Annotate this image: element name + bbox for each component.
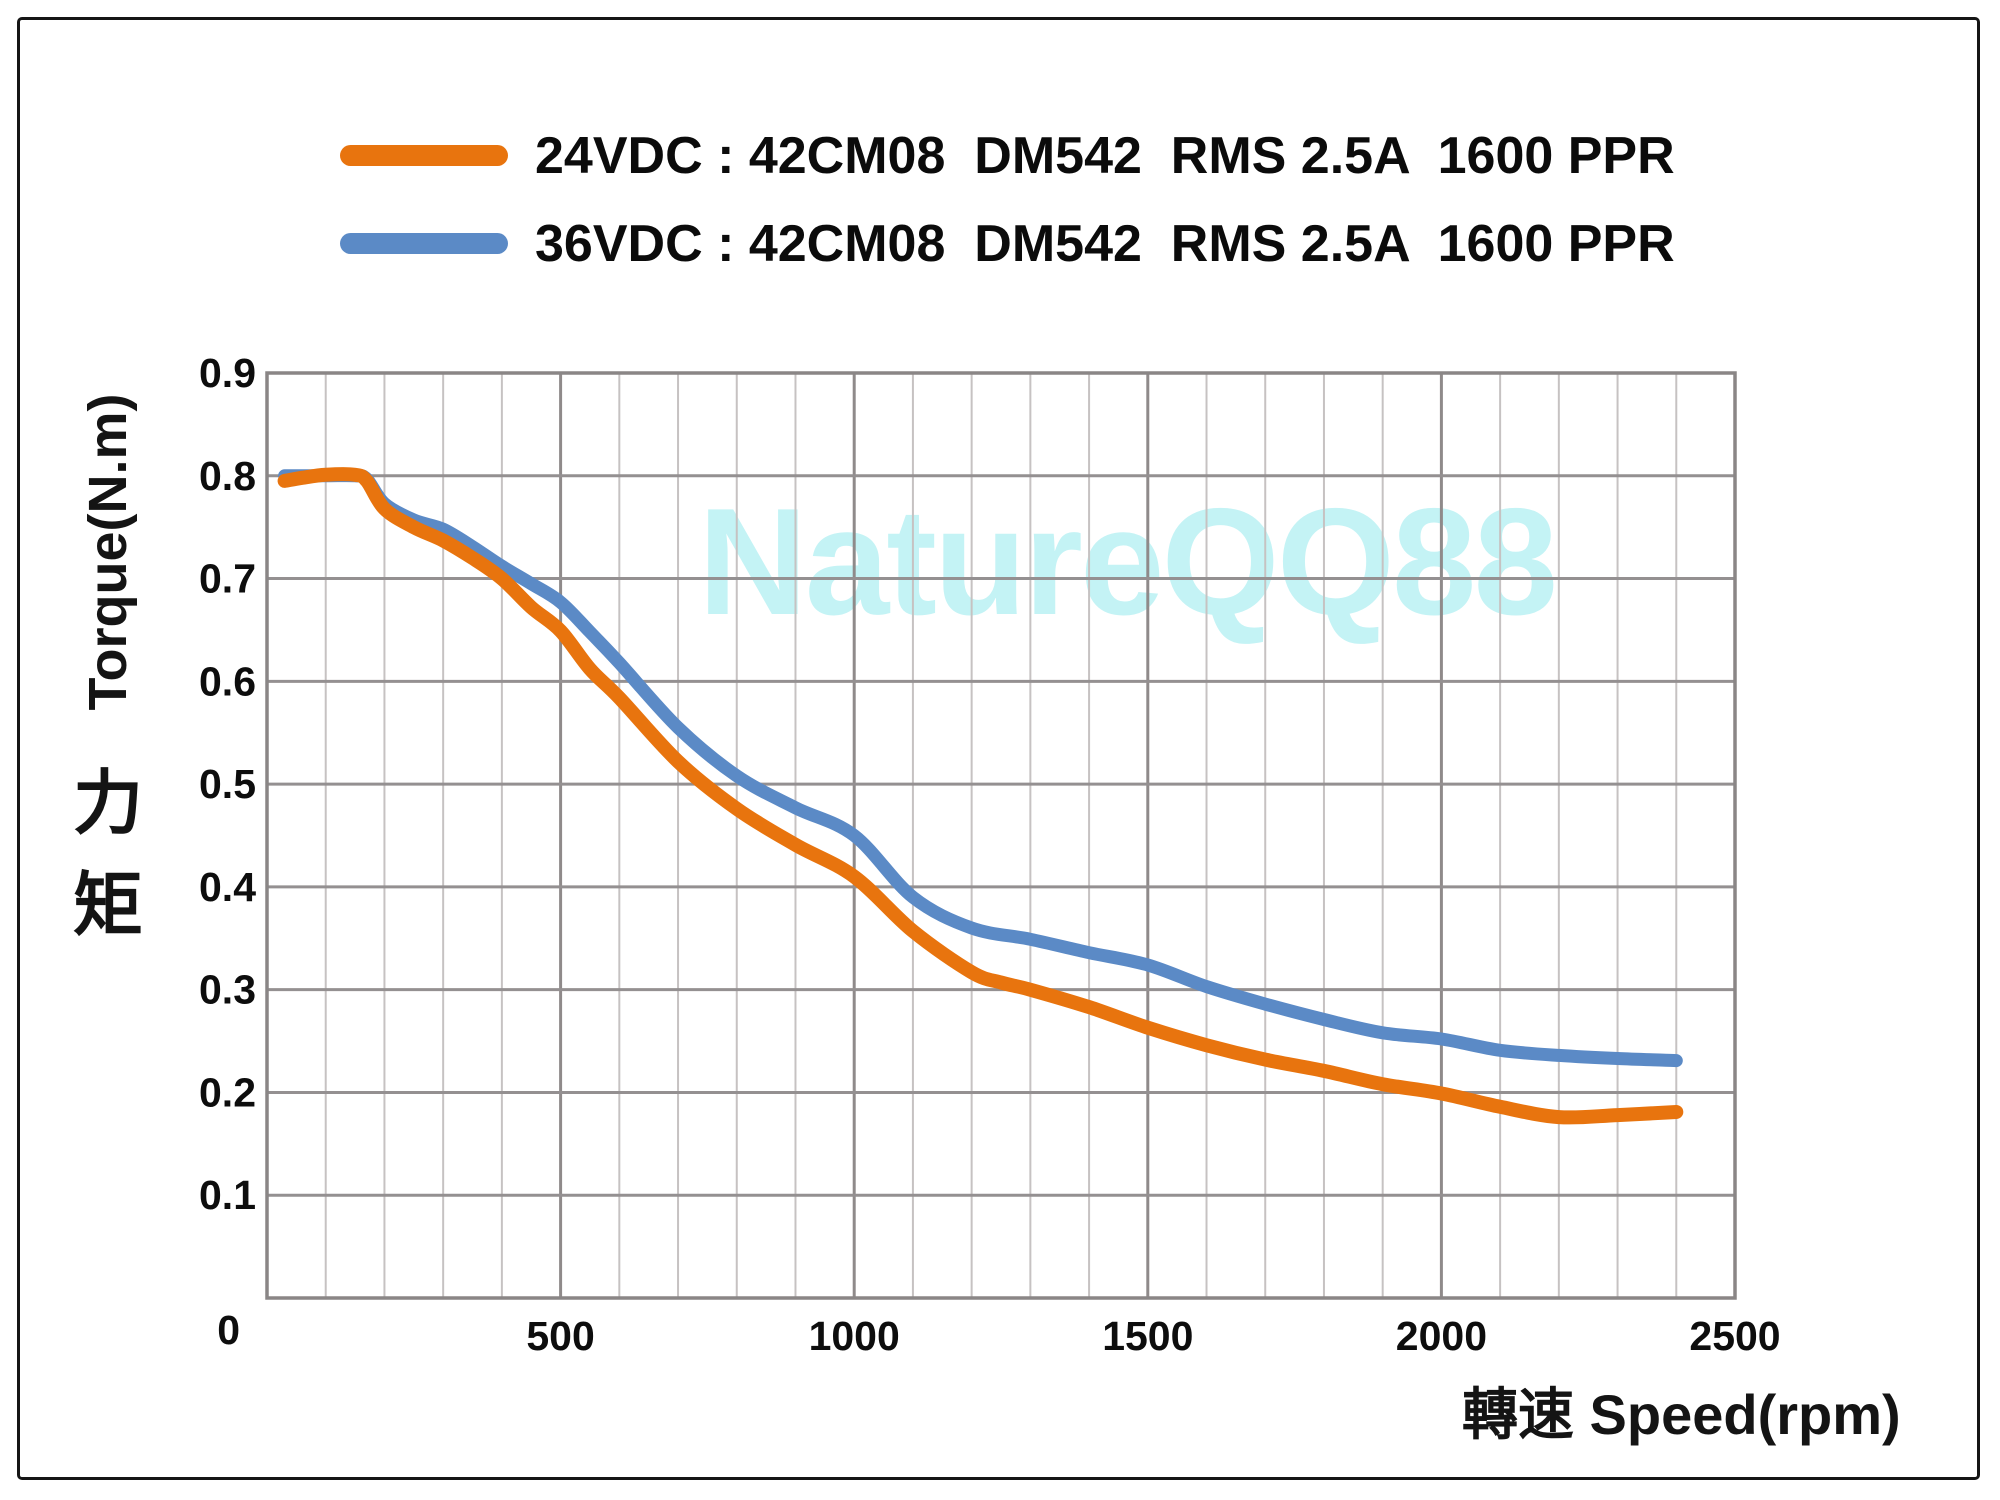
- y-tick-label: 0.1: [199, 1172, 256, 1218]
- y-tick-label: 0.2: [199, 1069, 256, 1115]
- legend-swatch-24vdc-icon: [340, 145, 508, 166]
- origin-tick-label: 0: [217, 1307, 240, 1353]
- y-tick-label: 0.4: [199, 864, 256, 910]
- y-tick-label: 0.9: [199, 350, 256, 396]
- page-border: [17, 17, 1980, 1480]
- legend-label-24vdc: 24VDC : 42CM08 DM542 RMS 2.5A 1600 PPR: [535, 127, 1675, 185]
- y-tick-label: 0.8: [199, 453, 256, 499]
- y-axis-title: Torque(N.m): [78, 393, 138, 711]
- series-curve-24vdc: [277, 467, 1684, 1125]
- grid: [267, 373, 1735, 1298]
- x-tick-label: 2000: [1396, 1313, 1487, 1359]
- x-tick-label: 1000: [809, 1313, 900, 1359]
- tick-labels: 0.9 0.8 0.7 0.6 0.5 0.4 0.3 0.2 0.1 500 1000 1500 20…: [199, 350, 1781, 1359]
- y-axis-title-cjk: 力 矩: [73, 764, 143, 944]
- y-tick-label: 0.7: [199, 556, 256, 602]
- x-tick-label: 500: [526, 1313, 594, 1359]
- legend-label-36vdc: 36VDC : 42CM08 DM542 RMS 2.5A 1600 PPR: [535, 215, 1675, 273]
- y-tick-label: 0.5: [199, 761, 256, 807]
- legend-swatch-36vdc-icon: [340, 233, 508, 254]
- x-axis-title: 轉速 Speed(rpm): [1462, 1383, 1901, 1446]
- x-tick-label: 2500: [1689, 1313, 1780, 1359]
- x-tick-label: 1500: [1102, 1313, 1193, 1359]
- y-tick-label: 0.6: [199, 658, 256, 704]
- plot-frame: [265, 371, 1737, 1300]
- watermark-text: NatureQQ88: [698, 477, 1558, 647]
- y-tick-label: 0.3: [199, 967, 256, 1013]
